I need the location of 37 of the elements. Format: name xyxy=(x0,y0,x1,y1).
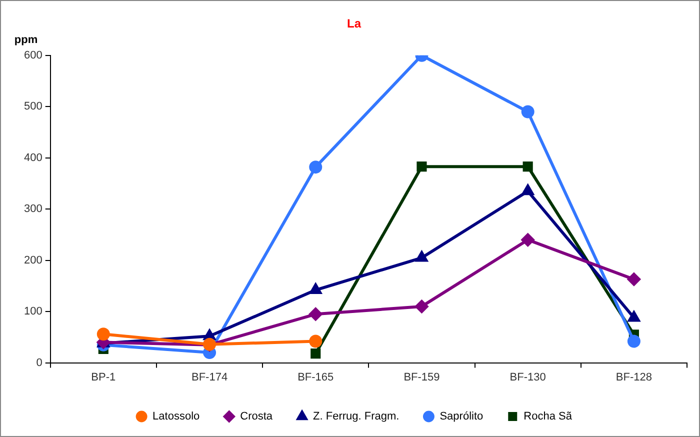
point xyxy=(96,328,110,341)
x-tick-label: BP-1 xyxy=(91,371,116,384)
point xyxy=(309,334,322,348)
point xyxy=(627,272,640,286)
y-tick-label: 600 xyxy=(24,49,42,62)
point xyxy=(416,251,428,262)
point xyxy=(415,300,428,313)
legend-label: Rocha Sã xyxy=(524,410,573,423)
y-tick-label: 400 xyxy=(24,152,42,164)
point xyxy=(310,284,322,294)
y-tick-label: 100 xyxy=(24,306,42,318)
point xyxy=(627,334,640,348)
x-tick-label: BF-128 xyxy=(616,371,652,384)
x-tick-label: BF-159 xyxy=(404,371,440,384)
x-tick-label: BF-165 xyxy=(298,371,334,384)
point xyxy=(628,311,640,322)
point xyxy=(309,308,322,321)
x-tick-label: BF-130 xyxy=(510,371,546,384)
point xyxy=(204,330,216,340)
y-tick-label: 300 xyxy=(24,203,42,216)
point xyxy=(309,160,322,174)
legend-label: Saprólito xyxy=(440,410,484,423)
y-axis-title: ppm xyxy=(14,34,38,46)
y-tick-label: 0 xyxy=(36,356,42,369)
point xyxy=(522,162,533,172)
point xyxy=(521,105,534,118)
legend-label: Z. Ferrug. Fragm. xyxy=(313,410,400,423)
legend-label: Latossolo xyxy=(152,410,200,423)
point xyxy=(310,348,321,359)
x-tick-label: BF-174 xyxy=(191,371,228,384)
point xyxy=(521,233,534,246)
point xyxy=(522,184,534,196)
y-tick-label: 500 xyxy=(24,100,42,113)
point xyxy=(416,162,427,172)
y-tick-label: 200 xyxy=(24,254,42,266)
chart-title: La xyxy=(346,16,362,31)
legend-label: Crosta xyxy=(240,410,274,423)
